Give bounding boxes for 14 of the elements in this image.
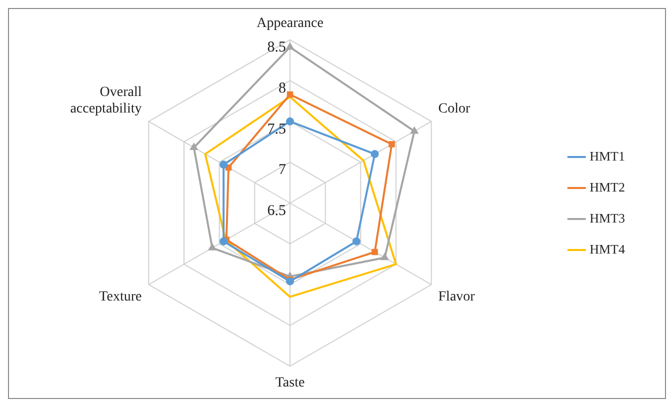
y-tick-label: 7 bbox=[278, 162, 286, 178]
spoke-label: Overall acceptability bbox=[70, 84, 142, 117]
spoke-label: Flavor bbox=[438, 290, 476, 305]
legend-label: HMT4 bbox=[590, 241, 626, 256]
spoke-label: Color bbox=[438, 102, 470, 117]
legend-label: HMT3 bbox=[590, 210, 625, 226]
y-tick-label: 8.5 bbox=[267, 40, 286, 56]
spoke-label: Taste bbox=[275, 375, 305, 390]
legend-label: HMT2 bbox=[590, 179, 625, 194]
spoke-label: Appearance bbox=[256, 16, 324, 32]
spoke-label: Texture bbox=[99, 290, 142, 305]
legend-label: HMT1 bbox=[590, 148, 625, 164]
y-tick-label: 6.5 bbox=[267, 202, 286, 219]
y-tick-label: 8 bbox=[278, 80, 286, 97]
